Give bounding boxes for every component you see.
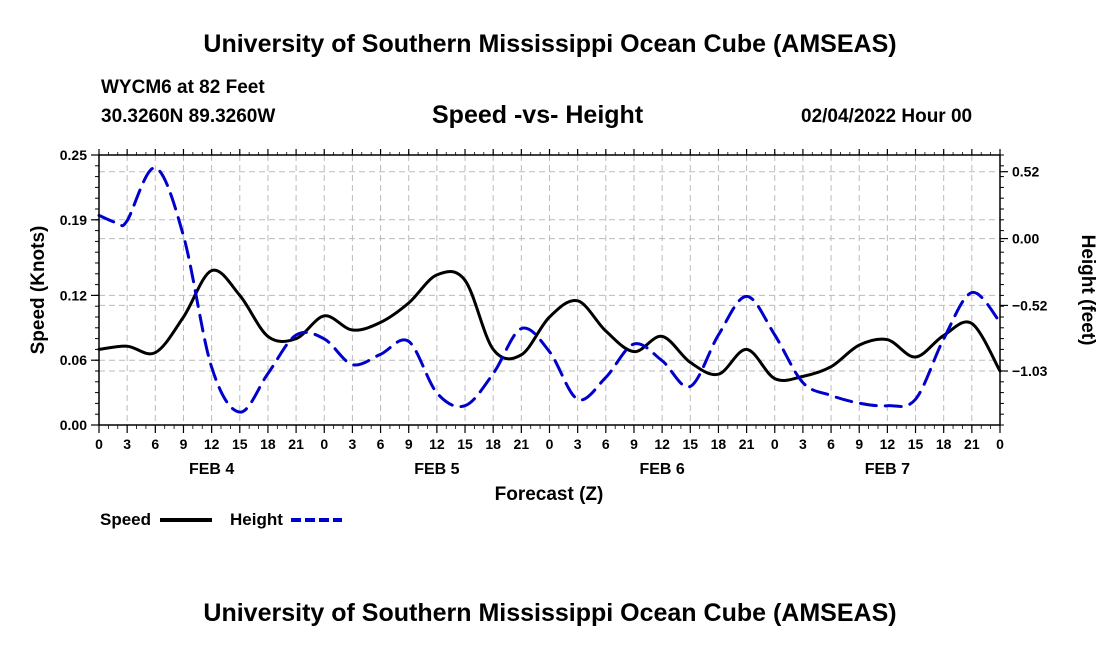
x-tick-label: 15 xyxy=(908,436,924,452)
legend: Speed Height xyxy=(100,510,342,529)
day-label: FEB 7 xyxy=(865,461,910,478)
x-tick-label: 0 xyxy=(771,436,779,452)
series-line-height xyxy=(97,166,1002,414)
chart-subtitle: Speed -vs- Height xyxy=(432,101,644,129)
x-tick-label: 6 xyxy=(602,436,610,452)
x-tick-label: 3 xyxy=(123,436,131,452)
axis-labels: 0.00 0.06 0.12 0.19 0.25 0.52 0.00 −0.52 −1.03 0 3… xyxy=(60,147,1048,478)
x-tick-label: 18 xyxy=(936,436,952,452)
station-label: WYCM6 at 82 Feet xyxy=(101,77,265,98)
x-tick-label: 0 xyxy=(95,436,103,452)
x-tick-label: 0 xyxy=(546,436,554,452)
y2-axis-title: Height (feet) xyxy=(1077,235,1098,346)
chart-title: University of Southern Mississippi Ocean… xyxy=(203,30,897,58)
x-tick-label: 9 xyxy=(405,436,413,452)
x-tick-label: 21 xyxy=(739,436,755,452)
x-tick-label: 21 xyxy=(514,436,530,452)
x-tick-label: 6 xyxy=(377,436,385,452)
x-tick-label: 18 xyxy=(485,436,501,452)
x-tick-label: 15 xyxy=(232,436,248,452)
x-tick-label: 9 xyxy=(855,436,863,452)
x-tick-label: 15 xyxy=(682,436,698,452)
x-tick-label: 12 xyxy=(204,436,220,452)
y2-tick-label: −0.52 xyxy=(1012,297,1048,313)
y-axis-title: Speed (Knots) xyxy=(28,226,49,355)
day-label: FEB 4 xyxy=(189,461,234,478)
x-tick-label: 3 xyxy=(574,436,582,452)
x-tick-label: 12 xyxy=(880,436,896,452)
series-lines xyxy=(97,166,1002,414)
x-tick-label: 0 xyxy=(320,436,328,452)
day-label: FEB 6 xyxy=(639,461,684,478)
coordinates-label: 30.3260N 89.3260W xyxy=(101,106,276,127)
x-axis-title: Forecast (Z) xyxy=(495,484,604,505)
x-tick-label: 15 xyxy=(457,436,473,452)
plot-frame xyxy=(98,154,1001,426)
y-tick-label: 0.00 xyxy=(60,417,87,433)
x-tick-label: 18 xyxy=(711,436,727,452)
day-label: FEB 5 xyxy=(414,461,459,478)
x-tick-label: 3 xyxy=(349,436,357,452)
x-tick-label: 6 xyxy=(827,436,835,452)
x-tick-label: 18 xyxy=(260,436,276,452)
date-hour-label: 02/04/2022 Hour 00 xyxy=(801,106,973,127)
x-tick-label: 12 xyxy=(429,436,445,452)
series-line-speed xyxy=(97,268,1002,382)
y-tick-label: 0.06 xyxy=(60,352,87,368)
x-tick-label: 0 xyxy=(996,436,1004,452)
legend-label-height: Height xyxy=(230,510,283,529)
x-tick-label: 21 xyxy=(288,436,304,452)
x-tick-label: 9 xyxy=(180,436,188,452)
y-tick-label: 0.25 xyxy=(60,147,87,163)
footer-title: University of Southern Mississippi Ocean… xyxy=(203,599,897,627)
y2-tick-label: −1.03 xyxy=(1012,363,1048,379)
x-tick-label: 21 xyxy=(964,436,980,452)
y2-tick-label: 0.52 xyxy=(1012,164,1039,180)
x-tick-label: 6 xyxy=(151,436,159,452)
legend-label-speed: Speed xyxy=(100,510,151,529)
y2-tick-label: 0.00 xyxy=(1012,231,1039,247)
x-tick-label: 3 xyxy=(799,436,807,452)
x-tick-label: 9 xyxy=(630,436,638,452)
y-tick-label: 0.12 xyxy=(60,287,87,303)
y-tick-label: 0.19 xyxy=(60,212,87,228)
x-tick-label: 12 xyxy=(654,436,670,452)
